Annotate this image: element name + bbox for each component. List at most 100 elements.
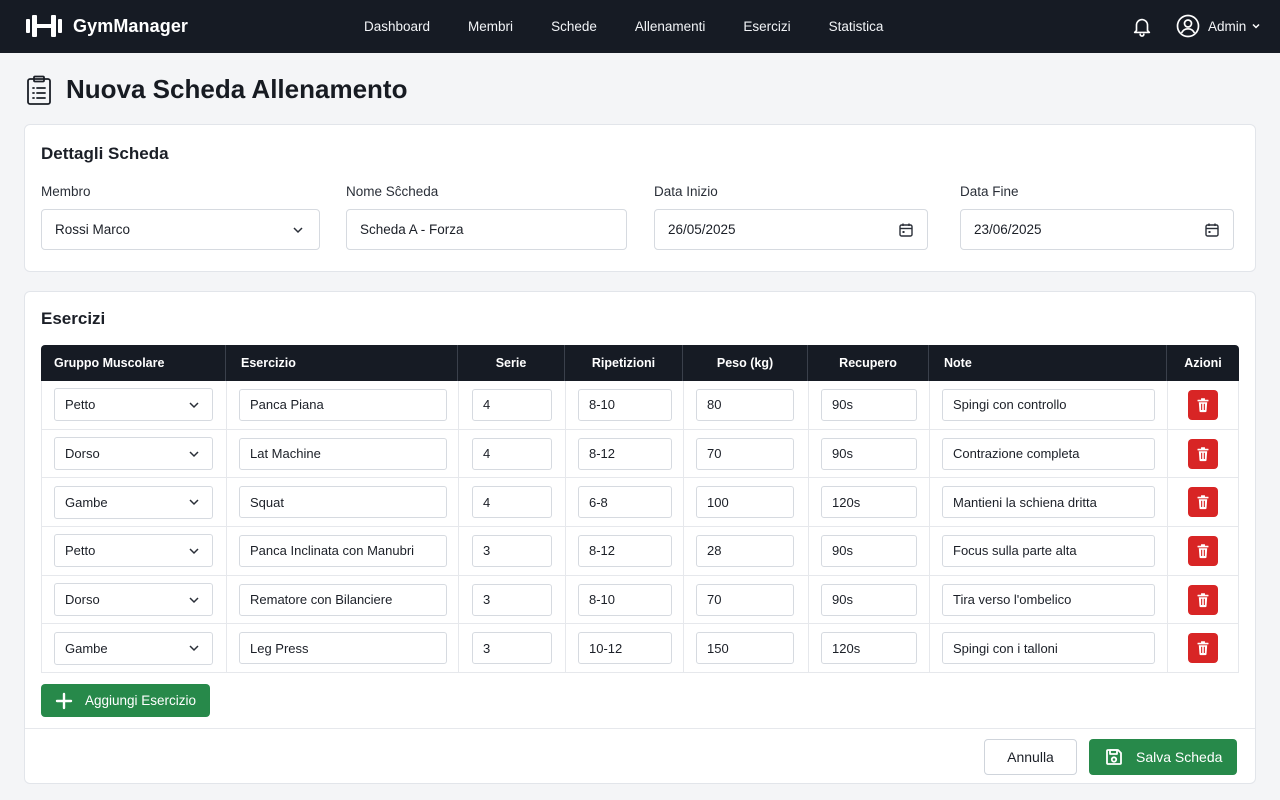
weight-input[interactable]: 70 [696,437,794,470]
muscle-group-select[interactable]: Gambe [54,631,213,665]
cell-note: Tira verso l'ombelico [930,575,1168,624]
exercise-input[interactable]: Rematore con Bilanciere [239,583,447,616]
reps-input[interactable]: 8-10 [578,388,672,421]
muscle-group-select[interactable]: Dorso [54,437,213,471]
cell-reps: 8-10 [566,575,684,624]
delete-row-button[interactable] [1188,487,1218,518]
add-exercise-button[interactable]: Aggiungi Esercizio [41,684,210,717]
sets-input[interactable]: 3 [472,583,552,616]
chevron-down-icon [189,499,199,506]
rest-input[interactable]: 120s [821,486,917,519]
weight-value: 80 [707,397,722,413]
exercise-input[interactable]: Lat Machine [239,437,447,470]
exercise-input[interactable]: Leg Press [239,632,447,665]
cell-note: Spingi con controllo [930,381,1168,429]
rest-input[interactable]: 90s [821,534,917,567]
start-date-input[interactable]: 26/05/2025 [654,209,928,250]
sets-input[interactable]: 4 [472,486,552,519]
trash-icon [1197,446,1209,461]
save-button[interactable]: Salva Scheda [1089,739,1237,775]
calendar-icon[interactable] [1204,222,1220,238]
muscle-group-select[interactable]: Petto [54,534,213,568]
cell-reps: 10-12 [566,624,684,673]
cell-note: Spingi con i talloni [930,624,1168,673]
reps-input[interactable]: 8-10 [578,583,672,616]
delete-row-button[interactable] [1188,438,1218,469]
exercise-input[interactable]: Squat [239,486,447,519]
calendar-icon[interactable] [898,222,914,238]
exercise-input[interactable]: Panca Piana [239,388,447,421]
cell-actions [1168,624,1238,672]
reps-value: 8-10 [589,397,616,413]
rest-input[interactable]: 90s [821,388,917,421]
sets-input[interactable]: 4 [472,437,552,470]
weight-input[interactable]: 150 [696,632,794,665]
plan-name-value: Scheda A - Forza [360,222,464,237]
muscle-group-select[interactable]: Dorso [54,583,213,617]
app-logo[interactable]: GymManager [26,14,188,38]
cell-reps: 8-10 [566,381,684,429]
rest-input[interactable]: 90s [821,437,917,470]
note-input[interactable]: Spingi con controllo [942,388,1155,421]
cell-group: Dorso [42,429,227,478]
delete-row-button[interactable] [1188,535,1218,566]
note-input[interactable]: Tira verso l'ombelico [942,583,1155,616]
sets-input[interactable]: 3 [472,534,552,567]
nav-statistica[interactable]: Statistica [828,19,884,34]
rest-input[interactable]: 90s [821,583,917,616]
muscle-group-select[interactable]: Gambe [54,485,213,519]
reps-input[interactable]: 8-12 [578,437,672,470]
weight-input[interactable]: 100 [696,486,794,519]
weight-input[interactable]: 80 [696,388,794,421]
cancel-button[interactable]: Annulla [984,739,1077,775]
plan-name-label: Nome Sĉcheda [346,184,439,199]
member-select[interactable]: Rossi Marco [41,209,320,250]
table-row: Petto Panca Inclinata con Manubri 3 8-12 28 9… [41,527,1239,576]
exercises-card: Esercizi Gruppo Muscolare Esercizio Seri… [24,291,1256,784]
end-date-input[interactable]: 23/06/2025 [960,209,1234,250]
delete-row-button[interactable] [1188,389,1218,420]
cell-rest: 90s [809,381,930,429]
sets-value: 3 [483,592,491,608]
start-date-value: 26/05/2025 [668,222,736,237]
note-input[interactable]: Contrazione completa [942,437,1155,470]
nav-esercizi[interactable]: Esercizi [743,19,791,34]
sets-input[interactable]: 3 [472,632,552,665]
note-input[interactable]: Spingi con i talloni [942,632,1155,665]
weight-input[interactable]: 70 [696,583,794,616]
exercise-input[interactable]: Panca Inclinata con Manubri [239,534,447,567]
top-navbar: GymManager Dashboard Membri Schede Allen… [0,0,1280,53]
weight-input[interactable]: 28 [696,534,794,567]
cell-sets: 4 [459,381,566,429]
rest-input[interactable]: 120s [821,632,917,665]
delete-row-button[interactable] [1188,633,1218,664]
bell-icon[interactable] [1131,15,1153,37]
nav-dashboard[interactable]: Dashboard [364,19,431,34]
sets-input[interactable]: 4 [472,388,552,421]
clipboard-icon [27,75,51,105]
rest-value: 120s [832,494,861,510]
note-input[interactable]: Mantieni la schiena dritta [942,486,1155,519]
nav-membri[interactable]: Membri [468,19,514,34]
chevron-down-icon [189,402,199,408]
nav-allenamenti[interactable]: Allenamenti [634,19,706,34]
note-value: Spingi con controllo [953,397,1067,413]
reps-input[interactable]: 8-12 [578,534,672,567]
col-serie: Serie [458,345,565,381]
note-input[interactable]: Focus sulla parte alta [942,534,1155,567]
cell-sets: 3 [459,527,566,575]
muscle-group-select[interactable]: Petto [54,388,213,422]
delete-row-button[interactable] [1188,584,1218,615]
user-menu[interactable]: Admin [1176,14,1261,38]
chevron-down-icon [189,451,199,457]
col-recupero: Recupero [808,345,929,381]
cell-group: Petto [42,527,227,575]
reps-input[interactable]: 10-12 [578,632,672,665]
plan-name-input[interactable]: Scheda A - Forza [346,209,627,250]
save-label: Salva Scheda [1136,749,1223,765]
rest-value: 90s [832,592,853,608]
reps-input[interactable]: 6-8 [578,486,672,519]
muscle-group-value: Gambe [65,494,108,510]
chevron-down-icon [189,645,199,652]
nav-schede[interactable]: Schede [551,19,597,34]
